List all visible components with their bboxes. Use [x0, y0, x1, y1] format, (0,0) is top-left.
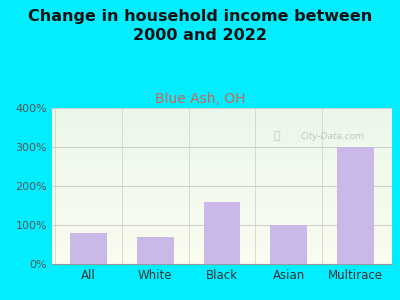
Bar: [270, 225, 307, 264]
Text: ⓘ: ⓘ: [273, 131, 280, 141]
Text: Change in household income between
2000 and 2022: Change in household income between 2000 …: [28, 9, 372, 43]
Bar: [70, 233, 107, 264]
Text: Blue Ash, OH: Blue Ash, OH: [155, 92, 245, 106]
Bar: [204, 202, 240, 264]
Text: City-Data.com: City-Data.com: [300, 132, 364, 141]
Bar: [337, 147, 374, 264]
Bar: [137, 237, 174, 264]
